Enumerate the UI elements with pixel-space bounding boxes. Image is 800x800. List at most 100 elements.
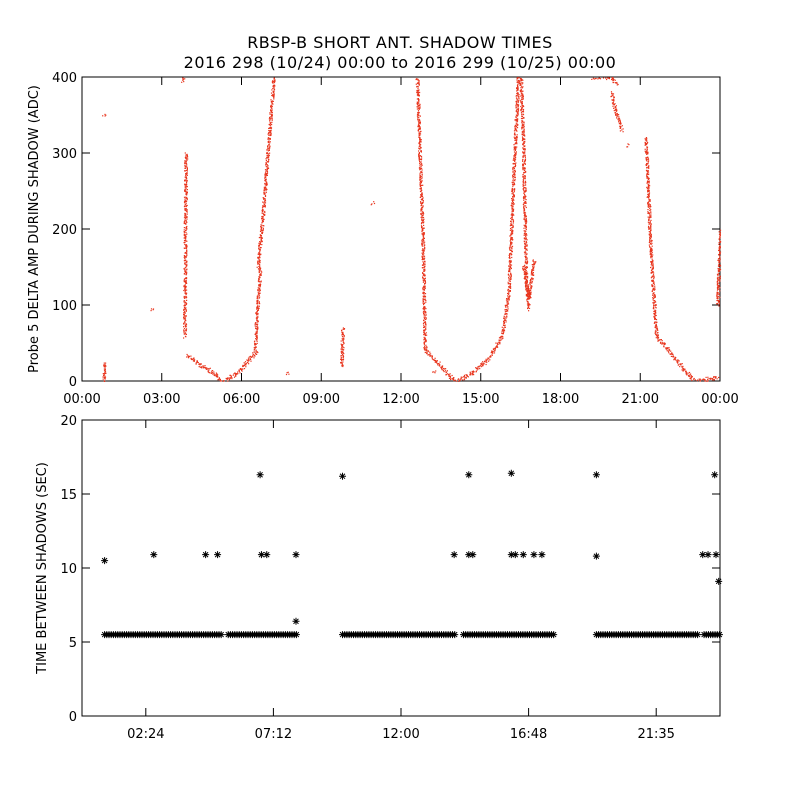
data-point [259, 250, 261, 252]
data-point [418, 136, 420, 138]
data-point [523, 192, 525, 194]
data-point [266, 169, 268, 171]
data-point [508, 293, 510, 295]
data-point [185, 266, 187, 268]
data-point [512, 201, 514, 203]
data-point [520, 98, 522, 100]
data-point [182, 78, 184, 81]
data-point [509, 249, 512, 251]
data-point [602, 77, 605, 79]
data-point [265, 164, 267, 166]
data-point [605, 77, 607, 79]
data-point [653, 276, 655, 278]
data-point [528, 307, 531, 309]
data-point [681, 363, 683, 365]
data-point [646, 144, 648, 146]
data-point [341, 332, 343, 334]
data-point [648, 193, 650, 195]
data-point [238, 371, 240, 373]
data-point [190, 358, 192, 360]
data-point [271, 105, 273, 107]
data-point [514, 172, 516, 174]
data-point [650, 236, 652, 238]
data-point [269, 123, 271, 125]
data-point [648, 244, 650, 246]
data-point [258, 302, 260, 304]
data-point [417, 112, 419, 114]
data-point [422, 323, 425, 325]
data-point [517, 102, 519, 104]
data-point [719, 233, 721, 235]
data-point [233, 373, 235, 375]
data-point [533, 264, 535, 266]
data-point [717, 292, 719, 294]
data-point [247, 359, 249, 361]
data-point [271, 94, 273, 97]
data-point [420, 171, 422, 173]
data-point [258, 305, 260, 307]
data-point [183, 329, 185, 331]
data-point [718, 242, 720, 244]
data-point [470, 372, 472, 374]
data-point [424, 263, 426, 265]
data-point [264, 180, 266, 182]
data-point [424, 316, 426, 318]
data-point [186, 170, 188, 172]
data-point [512, 192, 514, 194]
data-point [273, 78, 275, 80]
data-point [420, 167, 422, 169]
data-point [185, 309, 187, 311]
data-point [654, 288, 656, 290]
data-point [648, 222, 650, 224]
data-point [259, 267, 261, 269]
data-point [716, 297, 718, 299]
data-point [259, 230, 262, 232]
data-point [184, 304, 186, 306]
data-point [511, 551, 519, 559]
data-point [506, 316, 508, 318]
data-point [263, 192, 265, 195]
data-point [422, 253, 424, 255]
data-point [416, 114, 419, 116]
data-point [529, 280, 531, 282]
data-point [511, 199, 513, 201]
data-point [522, 111, 524, 113]
data-point [513, 151, 516, 153]
data-point [653, 306, 655, 308]
data-point [186, 353, 188, 356]
data-point [521, 101, 523, 103]
data-point [507, 310, 509, 312]
data-point [506, 304, 508, 306]
data-point [516, 138, 518, 140]
data-point [647, 203, 649, 205]
data-point [513, 179, 516, 181]
data-point [266, 148, 268, 151]
data-point [655, 329, 657, 331]
data-point [718, 299, 720, 302]
data-point [342, 357, 344, 359]
data-point [651, 245, 653, 247]
data-point [259, 285, 261, 287]
data-point [523, 151, 525, 153]
data-point [268, 134, 270, 136]
data-point [264, 189, 266, 191]
data-point [104, 365, 106, 367]
data-point [515, 107, 517, 109]
data-point [508, 275, 510, 277]
data-point [524, 172, 526, 174]
data-point [516, 119, 519, 121]
data-point [650, 261, 652, 263]
data-point [185, 203, 187, 205]
data-point [512, 176, 514, 178]
data-point [183, 305, 185, 307]
data-point [524, 187, 526, 189]
data-point [520, 80, 523, 82]
data-point [523, 133, 525, 135]
data-point [258, 255, 261, 257]
data-point [523, 141, 525, 143]
data-point [421, 198, 423, 200]
data-point [509, 290, 511, 292]
data-point [525, 228, 527, 230]
data-point [719, 251, 722, 253]
data-point [513, 191, 515, 193]
